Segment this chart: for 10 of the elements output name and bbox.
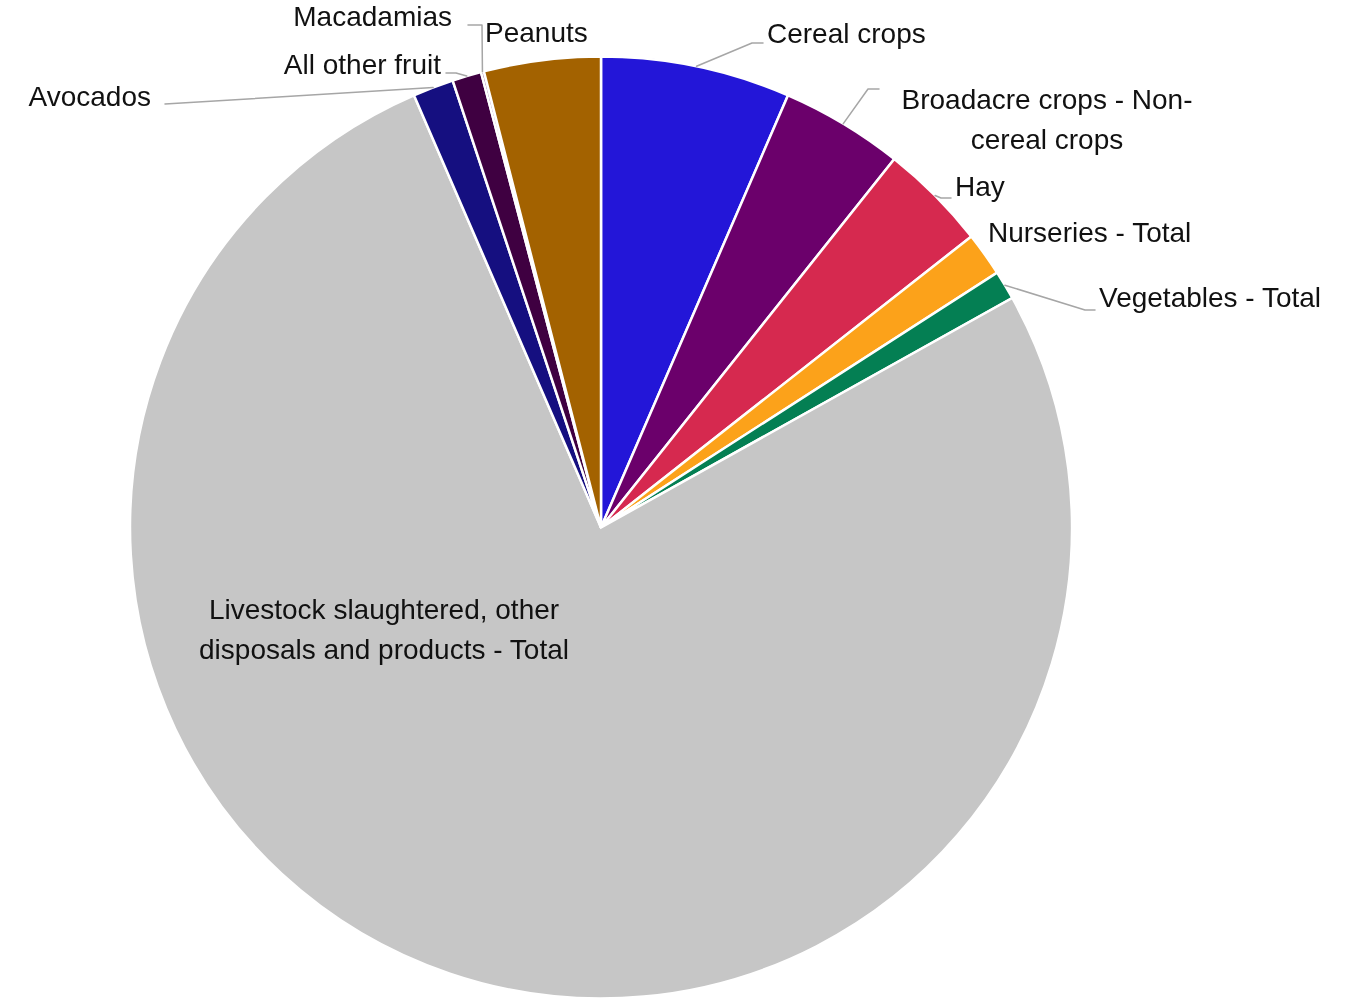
- slice-label: Peanuts: [485, 17, 588, 48]
- slice-label: Vegetables - Total: [1099, 282, 1322, 313]
- slice-label: Nurseries - Total: [988, 217, 1192, 248]
- slice-label: All other fruit: [283, 49, 442, 80]
- slice-label: Macadamias: [293, 1, 452, 32]
- slice-label: Broadacre crops - Non-cereal crops: [901, 84, 1193, 155]
- slice-label: Cereal crops: [767, 18, 926, 49]
- slice-label: Hay: [955, 171, 1005, 202]
- slice-label: Avocados: [28, 81, 151, 112]
- slice-label: Livestock slaughtered, other disposals and products - Total: [199, 594, 569, 665]
